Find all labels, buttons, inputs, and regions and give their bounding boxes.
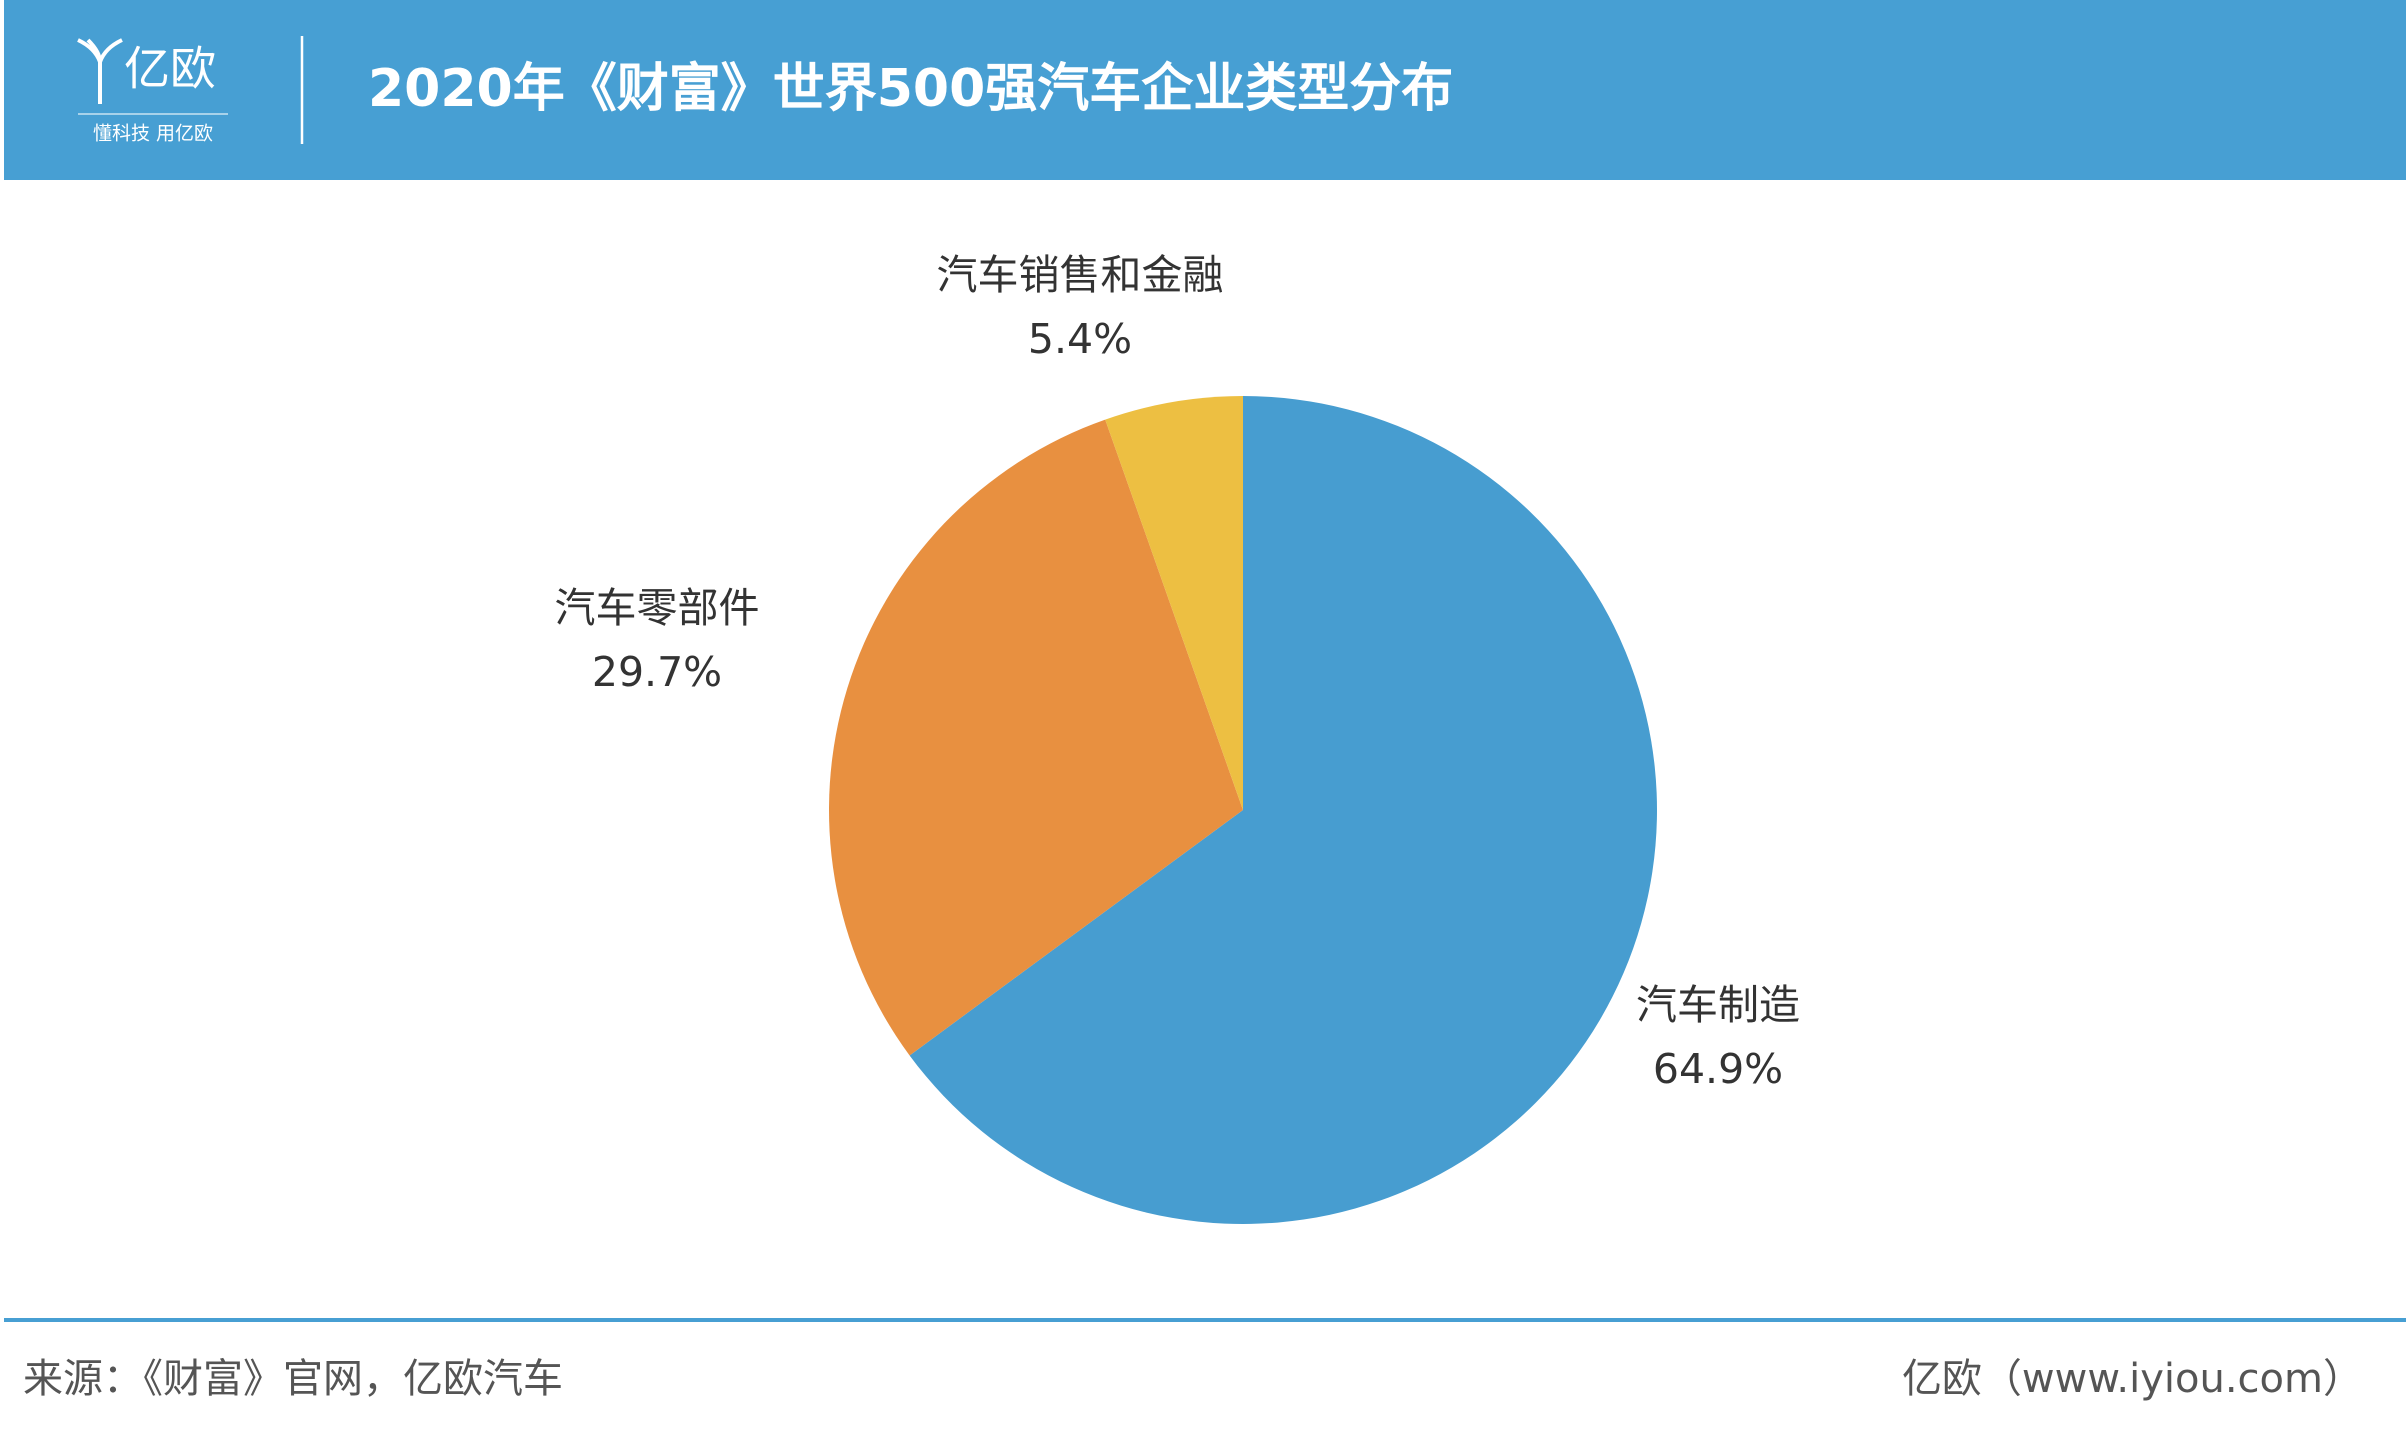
slice-value-label: 64.9% bbox=[1653, 1045, 1783, 1093]
pie-slice bbox=[909, 396, 1657, 1224]
logo-tagline: 懂科技 用亿欧 bbox=[93, 123, 213, 145]
brand-note: 亿欧（www.iyiou.com） bbox=[1902, 1356, 2363, 1402]
source-note: 来源：《财富》官网，亿欧汽车 bbox=[23, 1356, 563, 1402]
slice-label: 汽车销售和金融 bbox=[937, 251, 1224, 299]
pie-slice bbox=[1105, 396, 1243, 810]
slice-value-label: 5.4% bbox=[1028, 315, 1132, 363]
pie-slice bbox=[828, 419, 1243, 1056]
pie-chart: 汽车制造 64.9% 汽车零部件 29.7% 汽车销售和金融 5.4% bbox=[555, 251, 1800, 1224]
header-band bbox=[4, 0, 2406, 180]
slice-label: 汽车零部件 bbox=[555, 584, 760, 632]
logo-text: 亿欧 bbox=[124, 42, 216, 96]
slice-label: 汽车制造 bbox=[1636, 981, 1800, 1029]
logo-icon bbox=[77, 38, 123, 104]
chart-title: 2020年《财富》世界500强汽车企业类型分布 bbox=[368, 59, 1453, 119]
slice-value-label: 29.7% bbox=[592, 648, 722, 696]
